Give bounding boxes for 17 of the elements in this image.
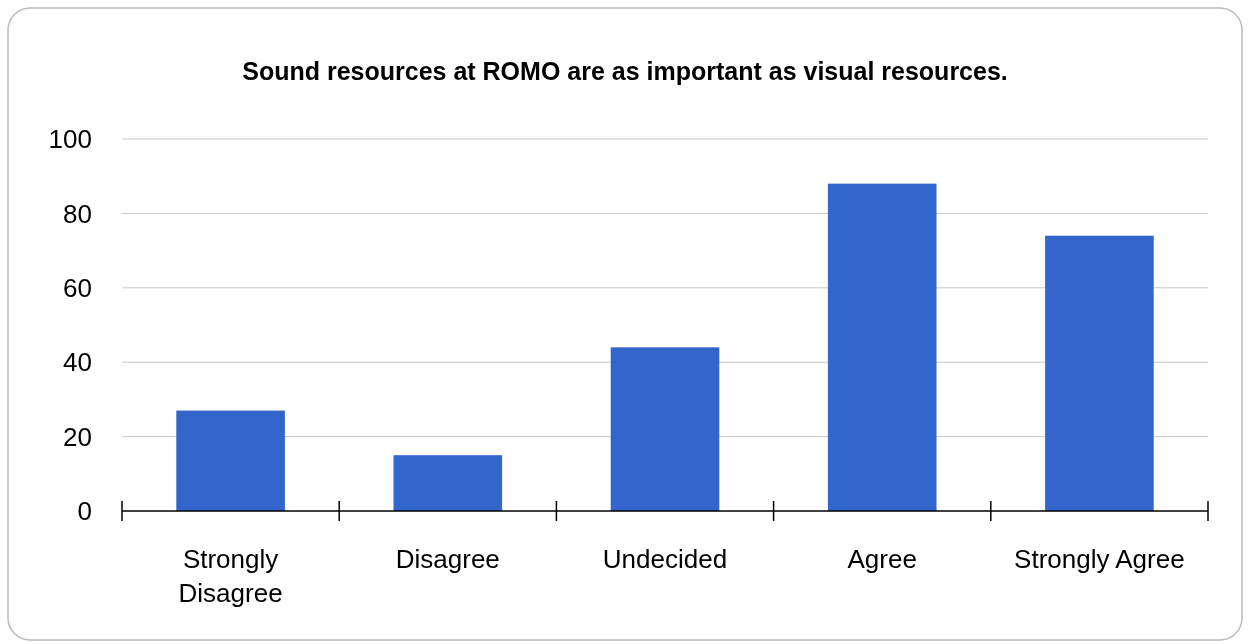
x-tick-label: Strongly Disagree bbox=[178, 544, 283, 608]
bar bbox=[1045, 235, 1154, 511]
bar bbox=[393, 455, 503, 511]
x-tick-label: Disagree bbox=[395, 544, 500, 574]
x-tick-label: Undecided bbox=[602, 544, 728, 574]
y-tick-label: 20 bbox=[63, 421, 92, 452]
x-tick-label: Agree bbox=[847, 544, 917, 574]
bar bbox=[610, 347, 720, 511]
x-tick-label: Strongly Agree bbox=[1014, 544, 1185, 574]
y-tick-label: 0 bbox=[77, 496, 92, 527]
bar bbox=[176, 410, 285, 511]
y-tick-label: 40 bbox=[63, 347, 92, 378]
bar bbox=[827, 183, 937, 511]
y-tick-label: 100 bbox=[48, 124, 92, 155]
y-tick-label: 60 bbox=[63, 272, 92, 303]
y-tick-label: 80 bbox=[63, 198, 92, 229]
chart-title: Sound resources at ROMO are as important as visual resources. bbox=[242, 57, 1008, 85]
